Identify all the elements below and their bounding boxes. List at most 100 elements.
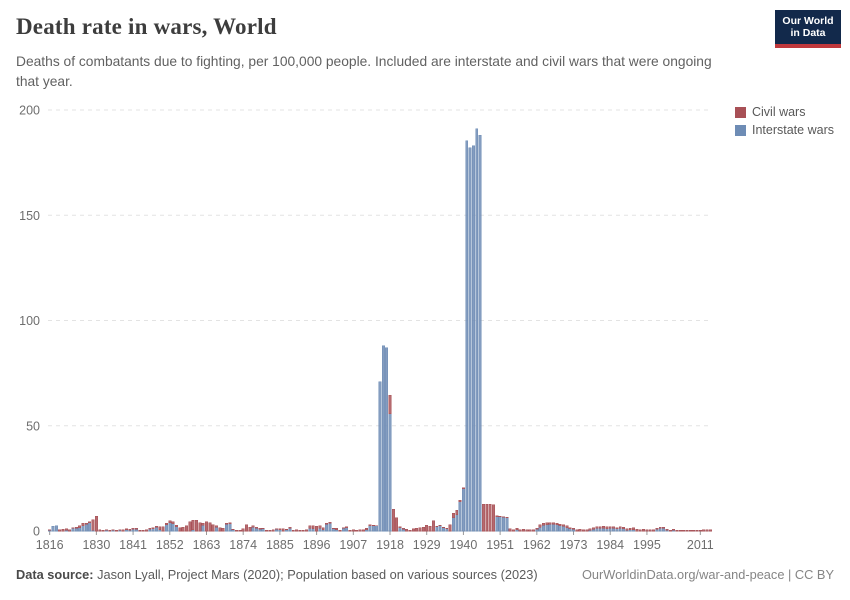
bar-civil-1855[interactable]: [178, 527, 182, 532]
bar-civil-1838[interactable]: [121, 529, 125, 532]
bar-civil-1871[interactable]: [231, 529, 235, 531]
bar-civil-1899[interactable]: [325, 522, 329, 525]
bar-civil-1922[interactable]: [401, 528, 405, 530]
bar-interstate-1900[interactable]: [328, 522, 332, 532]
bar-civil-1908[interactable]: [355, 530, 359, 532]
bar-interstate-1932[interactable]: [435, 526, 439, 532]
owid-logo[interactable]: Our World in Data: [775, 10, 841, 48]
bar-civil-1931[interactable]: [431, 520, 435, 532]
bar-civil-1869[interactable]: [225, 522, 228, 525]
bar-civil-1955[interactable]: [511, 529, 515, 532]
bar-civil-1919[interactable]: [391, 508, 395, 532]
bar-interstate-1888[interactable]: [288, 527, 292, 532]
bar-civil-1902[interactable]: [335, 527, 339, 530]
bar-civil-2014[interactable]: [708, 529, 712, 532]
bar-civil-1948[interactable]: [488, 503, 492, 532]
bar-civil-1905[interactable]: [345, 526, 349, 528]
bar-interstate-1921[interactable]: [398, 527, 402, 532]
bar-civil-1890[interactable]: [295, 529, 299, 532]
bar-civil-1993[interactable]: [638, 529, 642, 532]
bar-interstate-1852[interactable]: [168, 522, 172, 532]
bar-civil-1952[interactable]: [501, 516, 505, 518]
bar-civil-1932[interactable]: [435, 525, 439, 528]
bar-civil-1979[interactable]: [592, 527, 596, 530]
bar-civil-1876[interactable]: [248, 526, 252, 532]
bar-interstate-1918[interactable]: [388, 413, 392, 532]
bar-civil-1985[interactable]: [612, 526, 616, 529]
bar-civil-1898[interactable]: [321, 527, 325, 530]
bar-interstate-1950[interactable]: [495, 516, 499, 532]
bar-civil-1933[interactable]: [438, 524, 442, 526]
bar-interstate-1846[interactable]: [148, 529, 152, 532]
bar-civil-1835[interactable]: [111, 529, 115, 531]
bar-civil-1974[interactable]: [575, 529, 579, 532]
bar-interstate-1897[interactable]: [318, 528, 322, 532]
bar-civil-1836[interactable]: [114, 530, 118, 532]
bar-civil-1821[interactable]: [64, 528, 68, 531]
bar-civil-1994[interactable]: [642, 529, 646, 532]
bar-civil-1864[interactable]: [208, 522, 212, 532]
bar-civil-1921[interactable]: [398, 526, 402, 528]
bar-civil-1882[interactable]: [268, 529, 272, 532]
bar-civil-1828[interactable]: [88, 521, 92, 523]
bar-civil-1996[interactable]: [648, 529, 652, 532]
bar-interstate-1968[interactable]: [555, 524, 559, 532]
bar-civil-1961[interactable]: [532, 529, 535, 532]
bar-civil-1971[interactable]: [565, 525, 569, 528]
bar-civil-1958[interactable]: [522, 529, 525, 532]
bar-interstate-1879[interactable]: [258, 529, 262, 532]
bar-interstate-1915[interactable]: [378, 381, 382, 532]
bar-civil-1959[interactable]: [525, 529, 529, 532]
bar-interstate-1980[interactable]: [595, 528, 599, 532]
bar-interstate-1953[interactable]: [505, 517, 509, 532]
bar-civil-2001[interactable]: [665, 529, 669, 531]
bar-civil-1880[interactable]: [261, 528, 265, 530]
bar-interstate-1984[interactable]: [608, 528, 612, 532]
bar-civil-1983[interactable]: [605, 526, 609, 530]
bar-civil-1827[interactable]: [84, 522, 88, 525]
bar-civil-1832[interactable]: [101, 529, 105, 532]
bar-civil-1850[interactable]: [161, 526, 165, 532]
bar-civil-1957[interactable]: [518, 529, 522, 532]
bar-interstate-1824[interactable]: [74, 527, 78, 532]
bar-interstate-1827[interactable]: [84, 523, 88, 532]
bar-interstate-1941[interactable]: [465, 140, 469, 532]
bar-civil-1877[interactable]: [251, 525, 255, 528]
bar-interstate-1945[interactable]: [478, 135, 482, 532]
bar-civil-1904[interactable]: [341, 527, 345, 529]
bar-civil-1870[interactable]: [228, 522, 232, 524]
bar-interstate-1952[interactable]: [501, 517, 505, 532]
bar-interstate-1899[interactable]: [325, 524, 329, 532]
bar-civil-1991[interactable]: [632, 527, 636, 530]
bar-civil-1912[interactable]: [368, 524, 372, 527]
bar-civil-2005[interactable]: [678, 530, 682, 532]
bar-interstate-1880[interactable]: [261, 528, 265, 532]
bar-civil-1820[interactable]: [61, 529, 65, 532]
bar-interstate-1981[interactable]: [598, 528, 602, 532]
bar-interstate-1935[interactable]: [445, 528, 449, 532]
bar-interstate-1934[interactable]: [441, 527, 445, 532]
bar-interstate-1951[interactable]: [498, 516, 502, 532]
bar-interstate-1913[interactable]: [371, 525, 375, 532]
bar-civil-1857[interactable]: [185, 525, 188, 532]
bar-civil-1906[interactable]: [348, 530, 352, 532]
bar-civil-1824[interactable]: [74, 526, 78, 529]
bar-interstate-1985[interactable]: [612, 528, 616, 532]
bar-civil-1903[interactable]: [338, 529, 342, 532]
bar-civil-1833[interactable]: [104, 529, 108, 531]
bar-civil-1861[interactable]: [198, 522, 202, 532]
bar-interstate-1848[interactable]: [154, 527, 158, 532]
bar-civil-1862[interactable]: [201, 522, 205, 526]
bar-interstate-1826[interactable]: [81, 525, 85, 532]
bar-interstate-1937[interactable]: [451, 517, 455, 532]
bar-interstate-1818[interactable]: [54, 525, 58, 532]
bar-civil-1977[interactable]: [585, 529, 589, 532]
bar-civil-1860[interactable]: [195, 520, 198, 532]
bar-interstate-1870[interactable]: [228, 523, 232, 532]
bar-civil-1858[interactable]: [188, 521, 192, 532]
bar-civil-1936[interactable]: [448, 524, 452, 532]
bar-interstate-1962[interactable]: [535, 529, 539, 532]
bar-civil-1954[interactable]: [508, 528, 512, 532]
bar-civil-1946[interactable]: [481, 503, 485, 532]
bar-civil-1907[interactable]: [351, 529, 355, 532]
